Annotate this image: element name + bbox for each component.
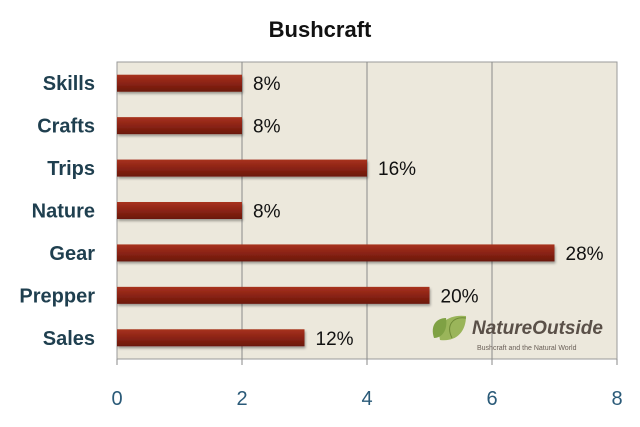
category-label: Trips [47,158,95,180]
chart-title: Bushcraft [269,17,372,42]
leaf-icon [432,315,467,341]
data-label: 20% [441,286,479,307]
data-label: 8% [253,117,281,138]
x-tick-label: 8 [611,388,622,410]
watermark-brand: NatureOutside [472,318,603,339]
bar-crafts [117,117,242,135]
category-labels: Skills Crafts Trips Nature Gear Prepper Sales [19,73,95,350]
watermark-logo: NatureOutside Bushcraft and the Natural … [432,315,603,352]
category-label: Sales [43,328,95,350]
watermark-tagline: Bushcraft and the Natural World [477,345,577,352]
data-label: 28% [566,244,604,265]
x-axis-ticks: 0 2 4 6 8 [111,359,623,410]
bar-gear [117,244,555,262]
category-label: Prepper [19,285,95,307]
category-label: Skills [43,73,95,95]
bar-skills [117,74,242,92]
category-label: Nature [32,201,95,223]
bar-prepper [117,286,430,304]
data-labels: 8% 8% 16% 8% 28% 20% 12% [253,74,604,350]
x-tick-label: 2 [236,388,247,410]
x-tick-label: 6 [486,388,497,410]
bar-trips [117,159,367,177]
x-tick-label: 4 [361,388,372,410]
x-tick-label: 0 [111,388,122,410]
bar-nature [117,202,242,219]
bars [117,74,555,347]
data-label: 8% [253,202,281,223]
category-label: Gear [49,243,95,265]
category-label: Crafts [37,116,95,138]
data-label: 12% [316,329,354,350]
bar-sales [117,329,305,347]
data-label: 16% [378,159,416,180]
data-label: 8% [253,74,281,95]
